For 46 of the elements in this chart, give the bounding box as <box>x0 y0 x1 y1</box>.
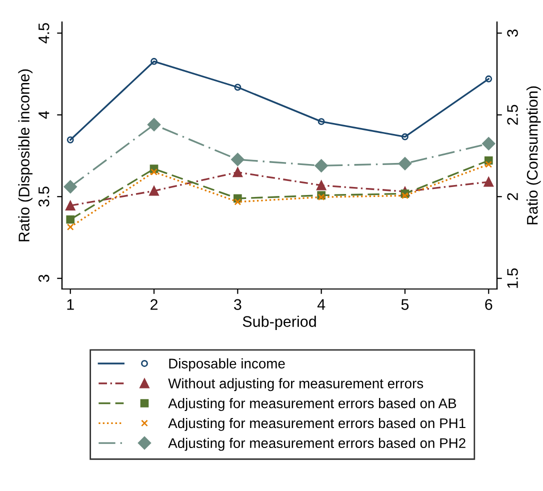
point <box>150 168 158 176</box>
point <box>234 84 242 91</box>
point <box>66 136 74 144</box>
x-axis-title: Sub-period <box>242 316 316 330</box>
point <box>149 186 159 196</box>
point <box>147 118 161 132</box>
point <box>402 192 408 200</box>
point <box>232 167 243 178</box>
x-tick-label: 3 <box>234 299 242 310</box>
point <box>398 157 412 170</box>
legend-label: Disposable income <box>169 358 285 372</box>
point <box>484 177 494 187</box>
x-tick-label: 4 <box>317 299 326 310</box>
point <box>318 118 325 126</box>
x-tick-label: 5 <box>401 299 409 310</box>
point <box>64 180 77 194</box>
point <box>150 58 158 65</box>
y2-axis-title: Ratio (Consumption) <box>526 86 541 224</box>
x-tick-label: 2 <box>150 299 158 310</box>
y-tick-label: 3.5 <box>38 186 50 207</box>
legend-label: Adjusting for measurement errors based on PH1 <box>168 418 466 431</box>
point <box>318 194 325 201</box>
legend-label: Adjusting for measurement errors based on AB <box>168 398 456 412</box>
point <box>402 133 408 140</box>
point <box>485 75 492 82</box>
point <box>314 159 328 172</box>
point <box>66 224 74 231</box>
y2-tick-label: 2 <box>507 193 518 200</box>
y-tick-label: 4 <box>38 111 50 119</box>
point <box>316 180 326 190</box>
point <box>66 215 75 224</box>
point <box>234 198 242 206</box>
y-tick-label: 3 <box>38 274 50 282</box>
y-axis-title: Ratio (Disposible income) <box>18 69 32 242</box>
point <box>485 160 492 168</box>
y2-tick-label: 1.5 <box>507 268 518 288</box>
y-tick-label: 4.5 <box>38 23 50 44</box>
y2-tick-label: 3 <box>507 30 518 37</box>
point <box>231 152 244 166</box>
point <box>66 200 76 210</box>
y2-tick-label: 2.5 <box>507 104 518 125</box>
legend-label: Adjusting for measurement errors based on PH2 <box>168 438 466 451</box>
legend-label: Without adjusting for measurement errors <box>168 378 424 392</box>
x-tick-label: 1 <box>67 299 74 310</box>
point <box>482 137 496 150</box>
x-tick-label: 6 <box>485 299 492 310</box>
